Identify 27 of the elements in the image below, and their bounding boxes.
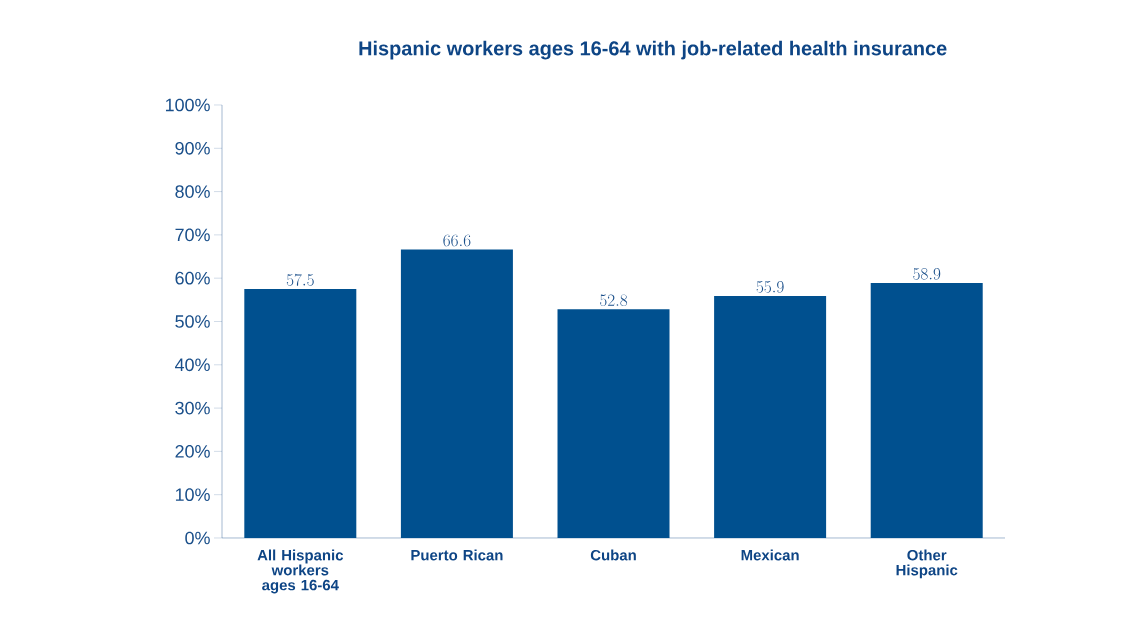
data-label: 57.5 (286, 273, 314, 286)
data-label: 52.8 (600, 294, 628, 307)
bar (714, 295, 827, 538)
y-tick-label: 100% (165, 98, 210, 112)
y-tick-label: 70% (175, 228, 210, 242)
x-tick-label: Cuban (590, 549, 636, 561)
y-tick-label: 50% (175, 315, 210, 328)
bar (244, 289, 357, 538)
y-tick-label: 40% (175, 358, 210, 372)
y-tick-label: 10% (175, 488, 210, 502)
x-tick-label: Other Hispanic (896, 549, 958, 579)
y-tick-label: 80% (175, 185, 210, 198)
y-tick-label: 20% (175, 445, 210, 458)
data-label: 55.9 (756, 281, 784, 293)
chart-title: Hispanic workers ages 16-64 with job-related health insurance (359, 40, 947, 60)
data-label: 66.6 (443, 234, 471, 247)
x-tick-label: Mexican (741, 549, 799, 561)
x-tick-label: All Hispanic workers ages 16-64 (257, 549, 344, 594)
data-label: 58.9 (913, 268, 941, 280)
bar (870, 282, 983, 538)
bar (400, 249, 513, 538)
y-tick-label: 90% (175, 141, 210, 155)
y-tick-label: 0% (185, 531, 210, 545)
y-tick-label: 30% (175, 401, 210, 415)
y-tick-label: 60% (175, 271, 210, 285)
x-tick-label: Puerto Rican (411, 549, 503, 561)
bar (557, 309, 670, 538)
